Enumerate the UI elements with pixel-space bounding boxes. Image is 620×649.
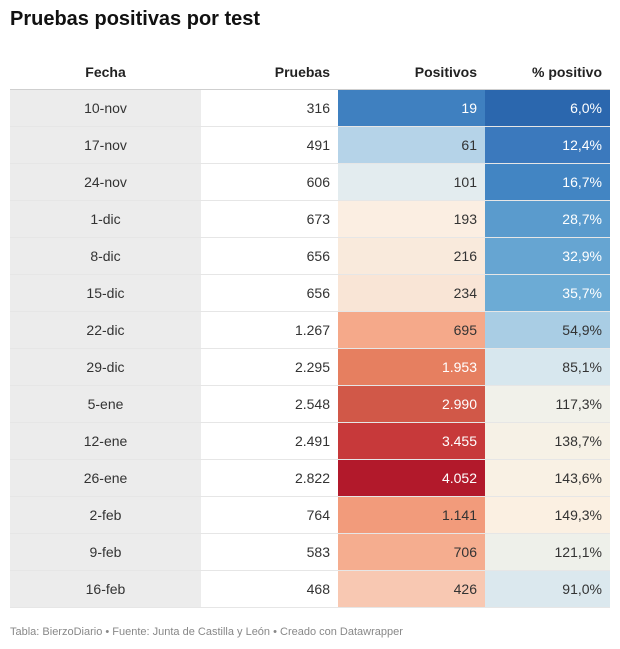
cell-fecha: 22-dic (10, 311, 201, 349)
table-row: 5-ene 2.548 2.990 117,3% (10, 385, 610, 423)
cell-fecha: 16-feb (10, 570, 201, 608)
table-row: 26-ene 2.822 4.052 143,6% (10, 459, 610, 497)
cell-positivos: 426 (338, 570, 485, 608)
cell-pruebas: 764 (201, 496, 338, 534)
cell-pct-positivo: 85,1% (485, 348, 610, 386)
cell-fecha: 8-dic (10, 237, 201, 275)
cell-fecha: 1-dic (10, 200, 201, 238)
cell-pct-positivo: 143,6% (485, 459, 610, 497)
cell-pct-positivo: 28,7% (485, 200, 610, 238)
table-row: 15-dic 656 234 35,7% (10, 274, 610, 312)
table-row: 8-dic 656 216 32,9% (10, 237, 610, 275)
cell-pct-positivo: 6,0% (485, 89, 610, 127)
cell-pct-positivo: 16,7% (485, 163, 610, 201)
table-body: 10-nov 316 19 6,0% 17-nov 491 61 12,4% 24-nov 606… (10, 89, 610, 608)
cell-fecha: 26-ene (10, 459, 201, 497)
cell-pct-positivo: 138,7% (485, 422, 610, 460)
cell-pruebas: 2.295 (201, 348, 338, 386)
table-row: 16-feb 468 426 91,0% (10, 570, 610, 608)
table-row: 10-nov 316 19 6,0% (10, 89, 610, 127)
table-row: 12-ene 2.491 3.455 138,7% (10, 422, 610, 460)
footer-credits: Tabla: BierzoDiario • Fuente: Junta de C… (10, 626, 403, 638)
table-row: 9-feb 583 706 121,1% (10, 533, 610, 571)
cell-fecha: 17-nov (10, 126, 201, 164)
cell-positivos: 2.990 (338, 385, 485, 423)
cell-pct-positivo: 32,9% (485, 237, 610, 275)
cell-pruebas: 491 (201, 126, 338, 164)
cell-positivos: 234 (338, 274, 485, 312)
header-pct-positivo[interactable]: % positivo (485, 55, 610, 90)
table-row: 17-nov 491 61 12,4% (10, 126, 610, 164)
cell-pct-positivo: 121,1% (485, 533, 610, 571)
cell-fecha: 29-dic (10, 348, 201, 386)
cell-pruebas: 316 (201, 89, 338, 127)
chart-title: Pruebas positivas por test (10, 8, 261, 30)
cell-positivos: 695 (338, 311, 485, 349)
cell-pruebas: 2.491 (201, 422, 338, 460)
cell-positivos: 706 (338, 533, 485, 571)
cell-positivos: 3.455 (338, 422, 485, 460)
table-row: 24-nov 606 101 16,7% (10, 163, 610, 201)
cell-pruebas: 468 (201, 570, 338, 608)
cell-positivos: 19 (338, 89, 485, 127)
cell-positivos: 193 (338, 200, 485, 238)
positivity-table: Fecha Pruebas Positivos % positivo 10-no… (10, 55, 610, 608)
cell-positivos: 4.052 (338, 459, 485, 497)
cell-fecha: 10-nov (10, 89, 201, 127)
cell-pct-positivo: 149,3% (485, 496, 610, 534)
cell-pruebas: 583 (201, 533, 338, 571)
header-positivos[interactable]: Positivos (338, 55, 485, 90)
cell-fecha: 9-feb (10, 533, 201, 571)
table-row: 2-feb 764 1.141 149,3% (10, 496, 610, 534)
cell-fecha: 2-feb (10, 496, 201, 534)
table-row: 1-dic 673 193 28,7% (10, 200, 610, 238)
cell-pruebas: 2.548 (201, 385, 338, 423)
cell-pct-positivo: 54,9% (485, 311, 610, 349)
cell-fecha: 15-dic (10, 274, 201, 312)
cell-pruebas: 656 (201, 274, 338, 312)
cell-pruebas: 1.267 (201, 311, 338, 349)
table-row: 22-dic 1.267 695 54,9% (10, 311, 610, 349)
cell-fecha: 12-ene (10, 422, 201, 460)
cell-pct-positivo: 35,7% (485, 274, 610, 312)
cell-positivos: 61 (338, 126, 485, 164)
table-header-row: Fecha Pruebas Positivos % positivo (10, 55, 610, 90)
header-pruebas[interactable]: Pruebas (201, 55, 338, 90)
table-row: 29-dic 2.295 1.953 85,1% (10, 348, 610, 386)
cell-pct-positivo: 117,3% (485, 385, 610, 423)
cell-pruebas: 2.822 (201, 459, 338, 497)
cell-positivos: 1.953 (338, 348, 485, 386)
cell-pct-positivo: 91,0% (485, 570, 610, 608)
cell-fecha: 5-ene (10, 385, 201, 423)
cell-positivos: 101 (338, 163, 485, 201)
cell-pruebas: 606 (201, 163, 338, 201)
cell-pruebas: 673 (201, 200, 338, 238)
cell-pct-positivo: 12,4% (485, 126, 610, 164)
cell-positivos: 1.141 (338, 496, 485, 534)
header-fecha[interactable]: Fecha (10, 55, 201, 90)
cell-positivos: 216 (338, 237, 485, 275)
cell-pruebas: 656 (201, 237, 338, 275)
cell-fecha: 24-nov (10, 163, 201, 201)
